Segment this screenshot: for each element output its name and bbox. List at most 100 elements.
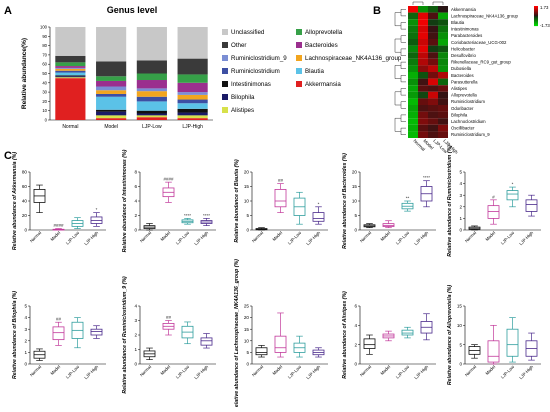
- heatmap-cell: [428, 19, 438, 26]
- bar-segment-intestinimonas: [96, 109, 127, 112]
- y-tick-label: 5: [459, 342, 462, 347]
- legend-swatch: [296, 29, 302, 35]
- bar-segment-blautia: [136, 101, 167, 111]
- x-tick-label: Model: [271, 364, 283, 376]
- heatmap-cell: [418, 6, 428, 13]
- legend-swatch: [222, 55, 228, 61]
- x-tick-label: Model: [379, 230, 391, 242]
- x-tick-label: Normal: [62, 124, 78, 130]
- heatmap-cell: [428, 91, 438, 99]
- scale-bar-segment: [534, 14, 538, 16]
- box: [506, 328, 519, 357]
- x-tick-label: Model: [379, 364, 391, 376]
- legend-swatch: [222, 68, 228, 74]
- x-tick-label: Model: [271, 230, 283, 242]
- heatmap-cell: [428, 85, 438, 92]
- heatmap-cell: [428, 124, 438, 132]
- bar-segment-other: [136, 60, 167, 74]
- panel-letter-a: A: [4, 5, 12, 17]
- x-tick-label: Normal: [251, 230, 264, 243]
- x-tick-label: LJP-High: [182, 124, 203, 130]
- legend-label: Bilophila: [231, 94, 255, 101]
- bar-segment-alistipes: [55, 77, 86, 79]
- heatmap-cell: [428, 12, 438, 20]
- y-axis-label: Relative abundance of Ruminiclostridium …: [447, 145, 453, 257]
- box: [363, 338, 376, 349]
- y-tick-label: 80: [22, 170, 28, 175]
- x-tick-label: LJP-Low: [500, 364, 516, 380]
- x-tick-label: LJP-Low: [142, 124, 162, 130]
- y-tick-label: 0: [45, 118, 48, 123]
- heatmap-cell: [418, 85, 428, 92]
- box-plot: 0 1 2 3 4 Relative abundance of Ruminiclostri…: [122, 276, 216, 394]
- y-tick-label: 5: [246, 213, 249, 218]
- heatmap-cell: [438, 124, 448, 132]
- box-plot: 0 5 10 15 20 25 Relative abundance of Lachnosp…: [234, 259, 328, 411]
- y-tick-label: 60: [42, 62, 47, 67]
- y-tick-label: 0: [134, 228, 137, 233]
- y-tick-label: 10: [457, 323, 463, 328]
- y-tick-label: 40: [42, 80, 47, 85]
- box-plot: 0 1 2 3 4 5 Relative abundance of Bilophila (%…: [12, 291, 106, 380]
- x-tick-label: Model: [484, 364, 496, 376]
- dendrogram-branch: [400, 35, 406, 43]
- y-tick-label: 20: [22, 213, 28, 218]
- x-tick-label: LJP-High: [518, 230, 534, 246]
- legend-swatch: [296, 55, 302, 61]
- bar-segment-ruminiclostridium-9: [136, 88, 167, 92]
- heatmap-cell: [408, 52, 418, 59]
- significance-mark: *: [96, 207, 98, 212]
- heatmap-row-label: Blautia: [451, 20, 465, 25]
- heatmap-cell: [438, 118, 448, 125]
- x-tick-label: LJP-High: [83, 230, 99, 246]
- bar-segment-other: [96, 61, 127, 77]
- legend-label: Alistipes: [231, 107, 254, 114]
- heatmap-cell: [438, 72, 448, 79]
- y-tick-label: 15: [244, 327, 250, 332]
- heatmap-row-label: Desulfovibrio: [451, 53, 476, 58]
- box-plot: 0 5 10 15 Relative abundance of Alloprevotel…: [447, 285, 541, 385]
- heatmap-cell: [428, 78, 438, 86]
- scale-bar-segment: [534, 12, 538, 14]
- bar-segment-ruminiclostridium: [177, 99, 208, 104]
- heatmap-cell: [418, 111, 428, 119]
- heatmap-row-label: Ruminiclostridium: [451, 99, 485, 104]
- y-tick-label: 5: [24, 304, 27, 309]
- scale-bar-segment: [534, 9, 538, 11]
- bar-segment-akkermansia: [136, 117, 167, 120]
- y-tick-label: 2: [459, 204, 462, 209]
- heatmap-cell: [408, 118, 418, 125]
- heatmap-cell: [418, 131, 428, 138]
- heatmap-cell: [438, 19, 448, 26]
- y-tick-label: 50: [42, 71, 47, 76]
- bar-segment-lachnospiraceae-nk4a136-group: [136, 91, 167, 97]
- dendrogram-branch: [400, 75, 406, 83]
- heatmap-row-label: Alloprevotella: [451, 93, 477, 98]
- heatmap-cell: [438, 111, 448, 119]
- heatmap-cell: [428, 32, 438, 39]
- legend-label: Alloprevotella: [305, 29, 343, 36]
- heatmap-row-label: Bacteroides: [451, 73, 474, 78]
- box: [200, 337, 213, 346]
- box-plot: 0 5 10 15 20 Relative abundance of Blautia (%…: [234, 159, 328, 246]
- stacked-bar-chart: Genus level Relative abundance(%) 0 10 20 30 4…: [21, 5, 402, 130]
- bar-segment-unclassified: [96, 27, 127, 62]
- heatmap-cell: [438, 91, 448, 99]
- dendrogram-branch: [400, 88, 406, 96]
- y-tick-label: 25: [244, 304, 250, 309]
- legend-label: Akkermansia: [305, 81, 341, 88]
- heatmap-row-label: Parabacteroides: [451, 33, 482, 38]
- dendrogram-branch: [394, 118, 401, 132]
- y-tick-label: 4: [459, 181, 462, 186]
- x-tick-label: Normal: [464, 364, 477, 377]
- heatmap-row-label: Ruminiclostridium_9: [451, 132, 490, 137]
- scale-bar-segment: [534, 11, 538, 13]
- significance-mark: ****: [203, 213, 210, 218]
- significance-mark: ####: [163, 177, 174, 182]
- y-tick-label: 3: [459, 193, 462, 198]
- y-tick-label: 2: [134, 213, 137, 218]
- y-tick-label: 70: [42, 52, 47, 57]
- heatmap-cell: [408, 105, 418, 112]
- y-tick-label: 3: [24, 327, 27, 332]
